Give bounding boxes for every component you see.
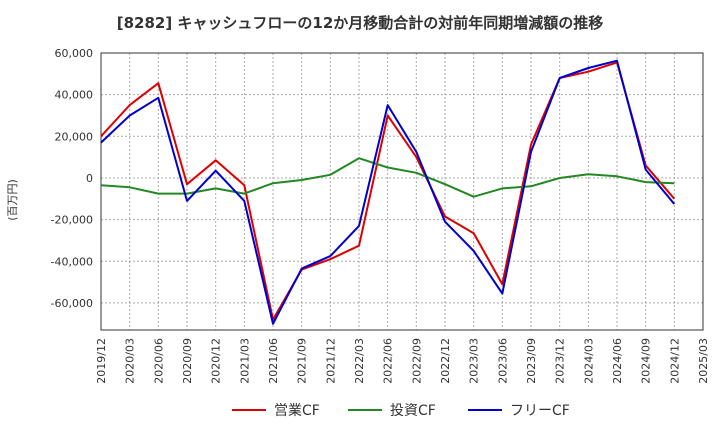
y-tick-label: 0 [86,172,93,185]
x-tick-label: 2022/09 [410,338,423,384]
x-tick-label: 2021/03 [238,338,251,384]
y-tick-label: 40,000 [55,89,94,102]
x-tick-label: 2023/09 [525,338,538,384]
x-tick-label: 2025/03 [697,338,710,384]
legend-label: フリーCF [510,403,570,419]
y-tick-label: -20,000 [51,214,93,227]
x-tick-label: 2023/03 [468,338,481,384]
y-tick-label: 60,000 [55,47,94,60]
x-tick-label: 2023/12 [554,338,567,384]
x-tick-label: 2024/06 [611,338,624,384]
y-tick-label: -40,000 [51,255,93,268]
x-tick-label: 2022/03 [353,338,366,384]
axis-layer: 60,000 40,000 20,000 0 -20,000 -40,000 -60,000… [51,47,710,384]
x-tick-label: 2020/12 [210,338,223,384]
series-line [100,61,676,321]
y-tick-label: -60,000 [51,297,93,310]
x-tick-label: 2024/12 [668,338,681,384]
y-tick-label: 20,000 [55,130,94,143]
x-tick-label: 2023/06 [496,338,509,384]
chart-title: [8282] キャッシュフローの12か月移動合計の対前年同期増減額の推移 [116,14,604,32]
legend: 営業CF 投資CF フリーCF [232,403,570,419]
x-tick-label: 2021/06 [267,338,280,384]
series-line [100,59,676,325]
legend-label: 投資CF [390,403,436,419]
x-tick-label: 2021/12 [324,338,337,384]
y-axis-label: (百万円) [6,179,19,221]
x-tick-label: 2022/06 [382,338,395,384]
plot-frame [100,52,704,331]
x-tick-label: 2020/06 [152,338,165,384]
legend-label: 営業CF [274,403,320,419]
x-tick-label: 2019/12 [95,338,108,384]
x-tick-label: 2020/09 [181,338,194,384]
x-tick-label: 2024/09 [640,338,653,384]
x-tick-label: 2020/03 [124,338,137,384]
x-tick-label: 2021/09 [296,338,309,384]
x-tick-label: 2022/12 [439,338,452,384]
grid-layer [100,52,704,330]
x-tick-label: 2024/03 [582,338,595,384]
series-layer [100,59,676,325]
